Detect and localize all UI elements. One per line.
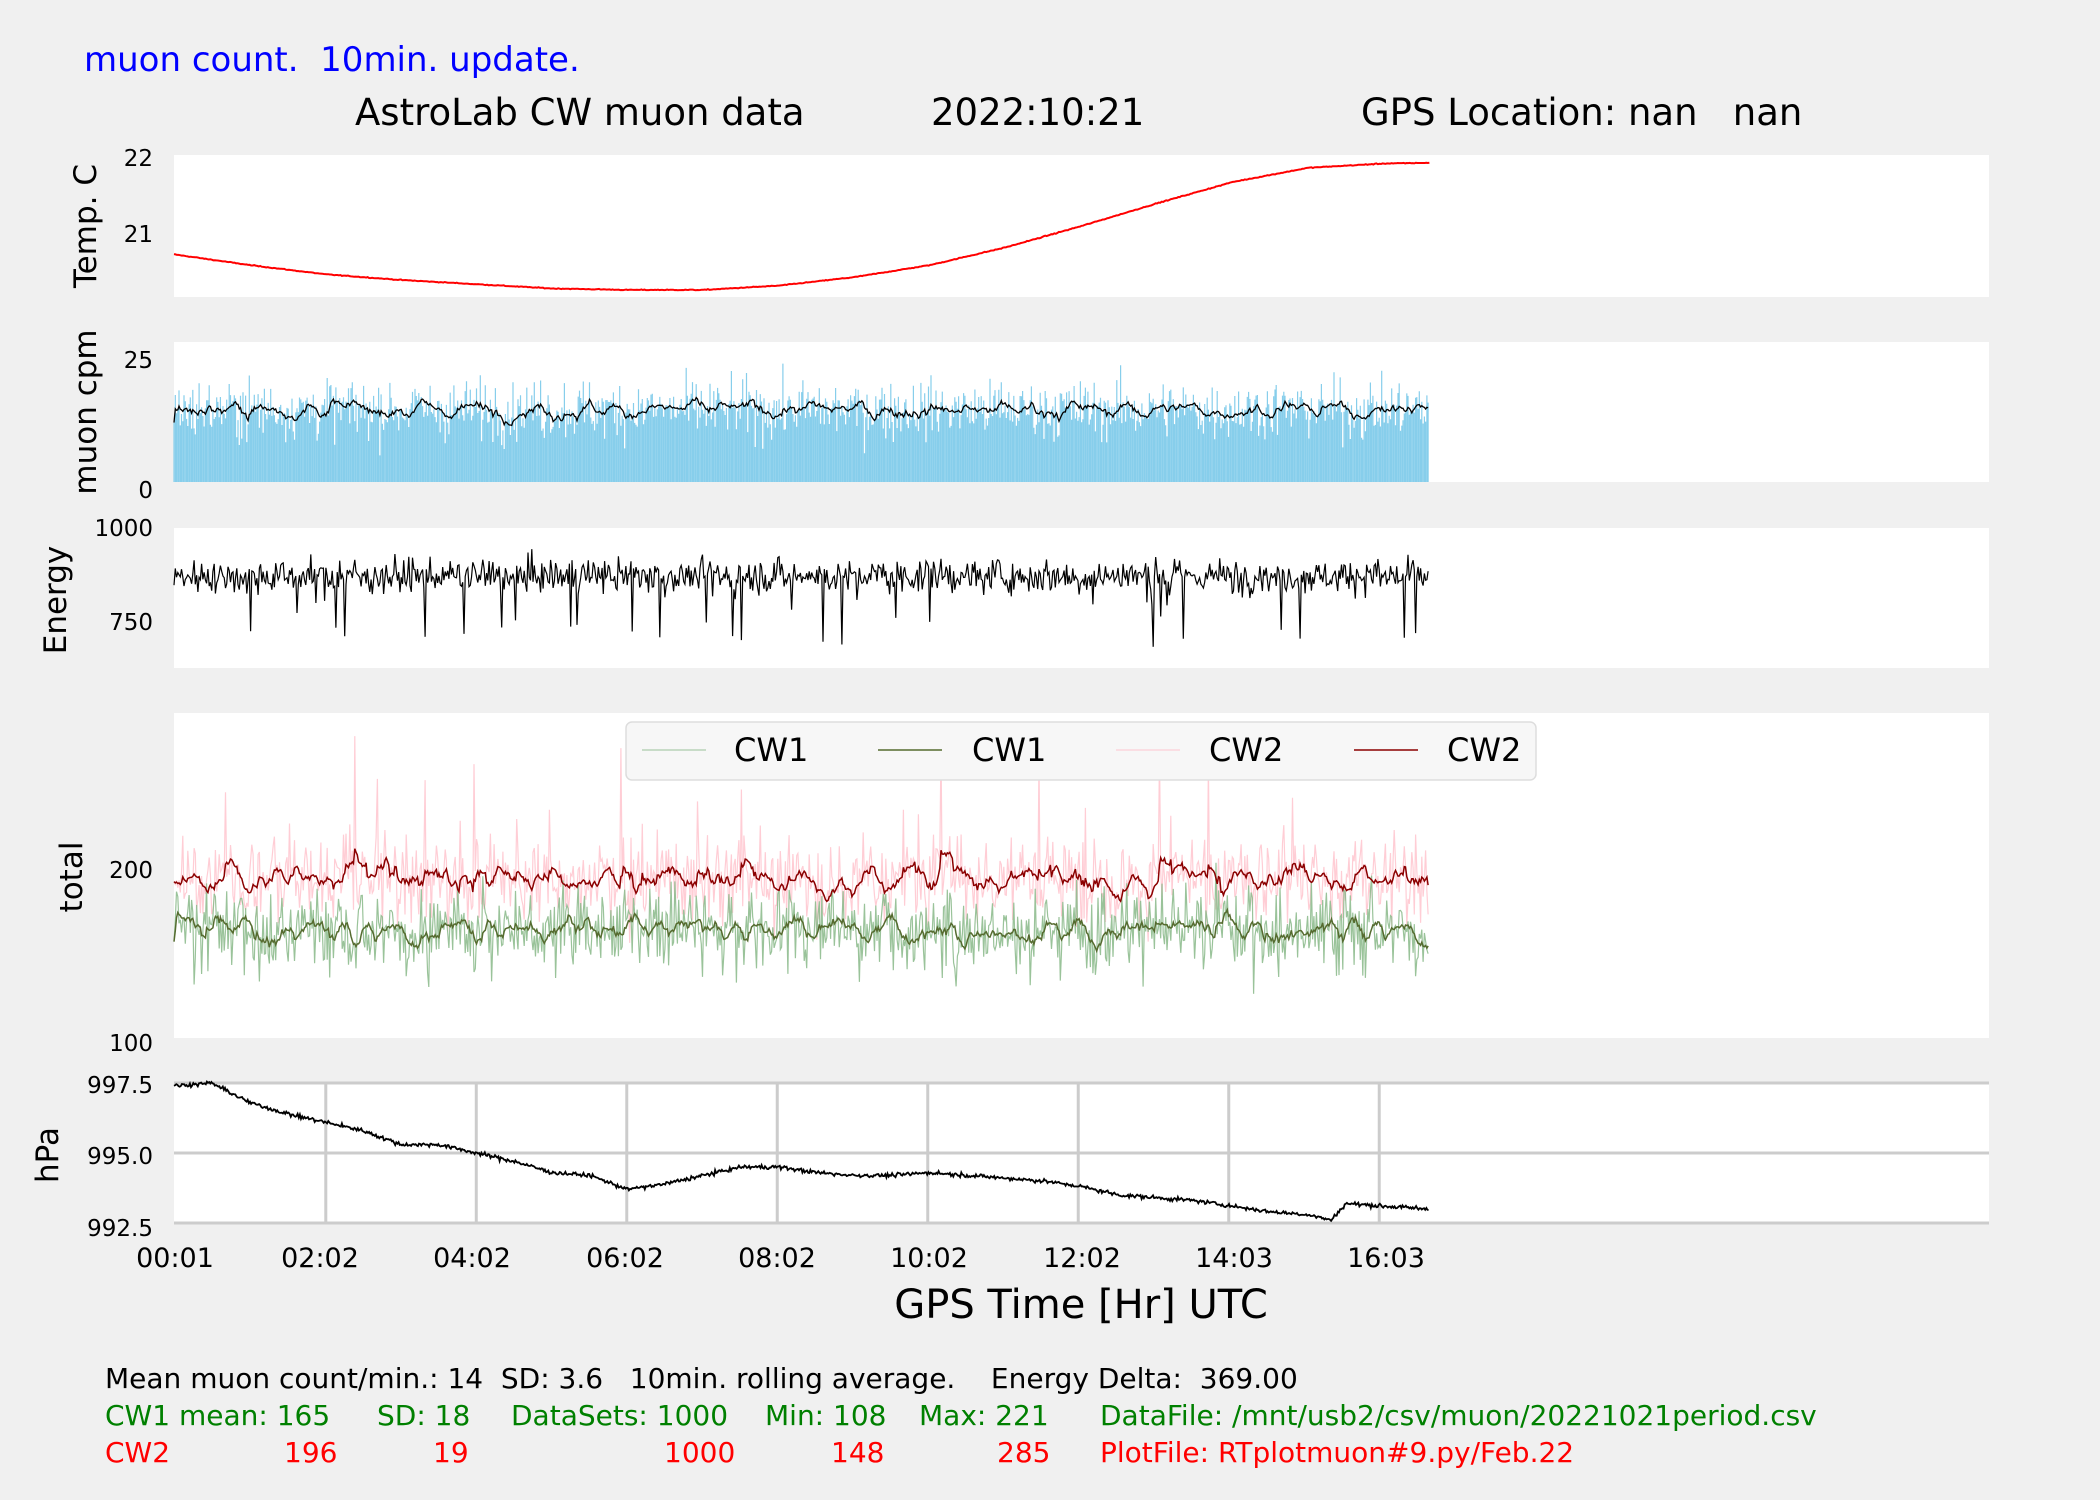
xtick-label: 02:02 xyxy=(281,1243,359,1274)
ytick-energy-1000: 1000 xyxy=(94,516,153,542)
series-lines xyxy=(173,161,1430,1223)
legend-label: CW2 xyxy=(1447,731,1521,769)
temperature-line xyxy=(173,161,1430,292)
legend: CW1 CW1 CW2 CW2 xyxy=(625,721,1537,781)
footer-plotfile: PlotFile: RTplotmuon#9.py/Feb.22 xyxy=(1100,1436,1575,1469)
footer-summary: Mean muon count/min.: 14 SD: 3.6 10min. … xyxy=(105,1362,1298,1395)
xtick-label: 08:02 xyxy=(738,1243,816,1274)
legend-label: CW2 xyxy=(1209,731,1283,769)
muon-rolling-average-line xyxy=(173,396,1429,427)
footer-cw2-sd: 19 xyxy=(433,1436,469,1469)
footer-cw2-max: 285 xyxy=(997,1436,1051,1469)
pressure-line xyxy=(173,1079,1429,1223)
ylabel-pressure: hPa xyxy=(30,1127,66,1183)
footer-cw2-min: 148 xyxy=(831,1436,885,1469)
ylabel-temperature: Temp. C xyxy=(68,164,104,289)
footer-datafile: DataFile: /mnt/usb2/csv/muon/20221021per… xyxy=(1100,1399,1817,1432)
xtick-label: 12:02 xyxy=(1043,1243,1121,1274)
muon-count-bars xyxy=(173,363,1429,482)
footer-cw2-mean: 196 xyxy=(284,1436,338,1469)
footer-cw2-label: CW2 xyxy=(105,1436,171,1469)
ytick-temperature-22: 22 xyxy=(124,146,153,172)
muon-bars xyxy=(173,363,1429,482)
footer-cw1-min: Min: 108 xyxy=(765,1399,887,1432)
cw1-rolling-average-line xyxy=(173,907,1429,954)
footer-cw1-max: Max: 221 xyxy=(919,1399,1049,1432)
footer-cw1-sd: SD: 18 xyxy=(377,1399,471,1432)
footer-cw1-datasets: DataSets: 1000 xyxy=(511,1399,729,1432)
gps-location: GPS Location: nan nan xyxy=(1361,91,1803,134)
xtick-label: 16:03 xyxy=(1347,1243,1425,1274)
ytick-pressure-995: 995.0 xyxy=(87,1144,153,1170)
caption: muon count. 10min. update. xyxy=(84,40,580,80)
footer-cw1-mean: CW1 mean: 165 xyxy=(105,1399,331,1432)
legend-label: CW1 xyxy=(972,731,1046,769)
ylabel-muon-cpm: muon cpm xyxy=(68,329,104,494)
ytick-muon-25: 25 xyxy=(124,348,153,374)
ytick-energy-750: 750 xyxy=(109,610,153,636)
ytick-temperature-21: 21 xyxy=(124,222,153,248)
footer-cw2-datasets: 1000 xyxy=(664,1436,736,1469)
cw2-rolling-average-line xyxy=(173,848,1429,903)
energy-line xyxy=(173,549,1429,647)
cw1-raw-line xyxy=(173,862,1429,994)
xtick-label: 04:02 xyxy=(433,1243,511,1274)
cw2-raw-line xyxy=(173,736,1429,943)
xtick-label: 10:02 xyxy=(890,1243,968,1274)
ylabel-total: total xyxy=(54,842,90,913)
ytick-total-100: 100 xyxy=(109,1031,153,1057)
ytick-muon-0: 0 xyxy=(138,478,153,504)
xtick-label: 14:03 xyxy=(1195,1243,1273,1274)
panel-energy xyxy=(174,528,1989,668)
ytick-total-200: 200 xyxy=(109,858,153,884)
ytick-pressure-992-5: 992.5 xyxy=(87,1216,153,1242)
ytick-pressure-997-5: 997.5 xyxy=(87,1073,153,1099)
xaxis-label: GPS Time [Hr] UTC xyxy=(894,1282,1268,1328)
chart-date: 2022:10:21 xyxy=(931,91,1145,134)
xtick-label: 00:01 xyxy=(136,1243,214,1274)
legend-label: CW1 xyxy=(734,731,808,769)
xtick-label: 06:02 xyxy=(586,1243,664,1274)
ylabel-energy: Energy xyxy=(38,546,74,655)
chart-title: AstroLab CW muon data xyxy=(355,91,805,134)
